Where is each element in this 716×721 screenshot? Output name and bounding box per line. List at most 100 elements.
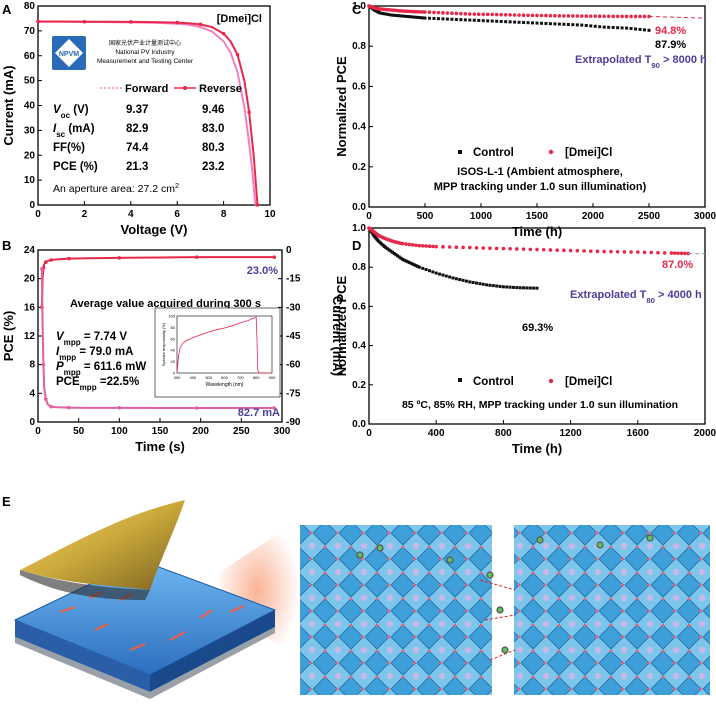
inset-x-tick-label: 400 bbox=[189, 375, 196, 380]
table-forward-value: 9.37 bbox=[126, 104, 148, 116]
extrapolation-note: Extrapolated T90 > 8000 h bbox=[575, 54, 707, 70]
current-series-point bbox=[117, 406, 122, 410]
control-series-point bbox=[404, 259, 408, 263]
control-series-point bbox=[535, 286, 539, 290]
dmei-series-point bbox=[544, 13, 548, 18]
legend-control-label: Control bbox=[473, 147, 514, 159]
control-series-point bbox=[471, 280, 475, 284]
control-series-point bbox=[389, 13, 393, 17]
gold-film bbox=[20, 500, 185, 590]
dmei-series-point bbox=[474, 245, 479, 250]
y-tick-label: 0 bbox=[29, 200, 35, 211]
inset-x-tick-label: 800 bbox=[253, 375, 260, 380]
x-axis-label: Time (s) bbox=[135, 439, 185, 454]
iv-reverse-point bbox=[82, 19, 87, 24]
dmei-series-point bbox=[568, 248, 573, 253]
control-series-point bbox=[371, 232, 375, 236]
dmei-series-point bbox=[454, 245, 459, 250]
mpp-param: PCEmpp =22.5% bbox=[56, 376, 139, 392]
control-series-point bbox=[495, 284, 499, 288]
dmei-series-point bbox=[414, 243, 418, 248]
control-series-point bbox=[394, 13, 398, 17]
control-series-point bbox=[451, 276, 455, 280]
control-series-point bbox=[387, 13, 391, 17]
control-series-point bbox=[383, 12, 387, 16]
x-tick-label: 1500 bbox=[526, 211, 549, 222]
dmei-series-point bbox=[488, 246, 492, 250]
control-series-point bbox=[463, 18, 467, 22]
x-axis-label: Time (h) bbox=[512, 224, 562, 239]
control-series-point bbox=[454, 277, 458, 281]
dmei-series-point bbox=[521, 247, 526, 251]
y-tick-label: 0.8 bbox=[352, 41, 366, 52]
legend-dmei-swatch bbox=[548, 149, 554, 155]
y-tick-label: 20 bbox=[24, 150, 36, 161]
dmei-series-point bbox=[400, 241, 405, 246]
inset-y-tick-label: 60 bbox=[171, 336, 176, 341]
dmei-series-point bbox=[490, 12, 495, 17]
control-series-point bbox=[607, 25, 611, 29]
mpp-param: Impp = 79.0 mA bbox=[56, 346, 133, 362]
control-series-point bbox=[384, 246, 388, 250]
dmei-series-point bbox=[566, 14, 571, 18]
hydrogen-bonds bbox=[479, 579, 516, 661]
dmei-series-point bbox=[624, 14, 629, 19]
dmei-series-point bbox=[615, 14, 620, 19]
dmei-series-point bbox=[485, 12, 490, 17]
control-series-point bbox=[444, 274, 448, 278]
y-tick-label: 60 bbox=[24, 51, 36, 62]
dmei-series-point bbox=[508, 13, 512, 17]
control-series-point bbox=[499, 19, 503, 23]
y-right-tick-label: -90 bbox=[286, 417, 301, 428]
dmei-series-point bbox=[609, 249, 613, 254]
inset-x-tick-label: 300 bbox=[174, 375, 181, 380]
control-series-point bbox=[475, 281, 479, 285]
x-tick-label: 1200 bbox=[559, 428, 582, 439]
control-series-point bbox=[593, 24, 597, 28]
y-right-tick-label: -60 bbox=[286, 360, 301, 371]
y-tick-label: 30 bbox=[24, 125, 36, 136]
control-series-point bbox=[522, 286, 526, 290]
dmei-series-point bbox=[580, 14, 584, 18]
dmei-end-label: 94.8% bbox=[655, 25, 686, 37]
control-series-point bbox=[454, 17, 458, 21]
control-series-point bbox=[385, 12, 389, 16]
dmei-series-point bbox=[472, 12, 477, 16]
dmei-series-point bbox=[535, 247, 539, 252]
control-series-point bbox=[472, 18, 476, 22]
y-tick-label: 10 bbox=[24, 175, 36, 186]
x-tick-label: 50 bbox=[73, 426, 85, 437]
dmei-series-point bbox=[548, 13, 553, 18]
dmei-series-point bbox=[642, 14, 647, 19]
dmei-series-point bbox=[463, 12, 468, 16]
control-series-point bbox=[427, 16, 431, 20]
table-reverse-value: 23.2 bbox=[202, 161, 224, 173]
iv-reverse-point bbox=[247, 110, 251, 114]
iv-reverse-point bbox=[36, 19, 40, 24]
panel-label-d: D bbox=[352, 238, 361, 253]
dmei-series-point bbox=[508, 246, 512, 251]
x-tick-label: 2 bbox=[82, 209, 88, 220]
pce-series-point bbox=[117, 256, 122, 260]
y-right-tick-label: -45 bbox=[286, 331, 301, 342]
control-series-point bbox=[410, 15, 414, 19]
dmei-series-point bbox=[530, 13, 535, 18]
control-series-point bbox=[611, 26, 615, 30]
dmei-series-point bbox=[562, 14, 566, 18]
y-axis-label: Normalized PCE bbox=[334, 275, 349, 376]
control-series-point bbox=[450, 17, 454, 21]
chart-c: 0 500 1000 1500 2000 2500 3000 0.0 0.2 0.4 0.6 0.8 1… bbox=[334, 1, 716, 239]
dmei-series-point bbox=[539, 13, 544, 18]
control-series-point bbox=[562, 22, 566, 26]
dmei-series-point bbox=[404, 242, 408, 246]
x-tick-label: 3000 bbox=[694, 211, 716, 222]
x-tick-label: 1600 bbox=[627, 428, 650, 439]
dmei-series-point bbox=[553, 13, 557, 18]
y-tick-label: 0 bbox=[29, 417, 35, 428]
dmei-series-point bbox=[656, 250, 660, 255]
dmei-series-point bbox=[432, 10, 436, 15]
current-series-point bbox=[272, 406, 277, 410]
control-series-point bbox=[647, 28, 651, 32]
control-series-point bbox=[407, 15, 411, 19]
control-series-point bbox=[461, 278, 465, 282]
